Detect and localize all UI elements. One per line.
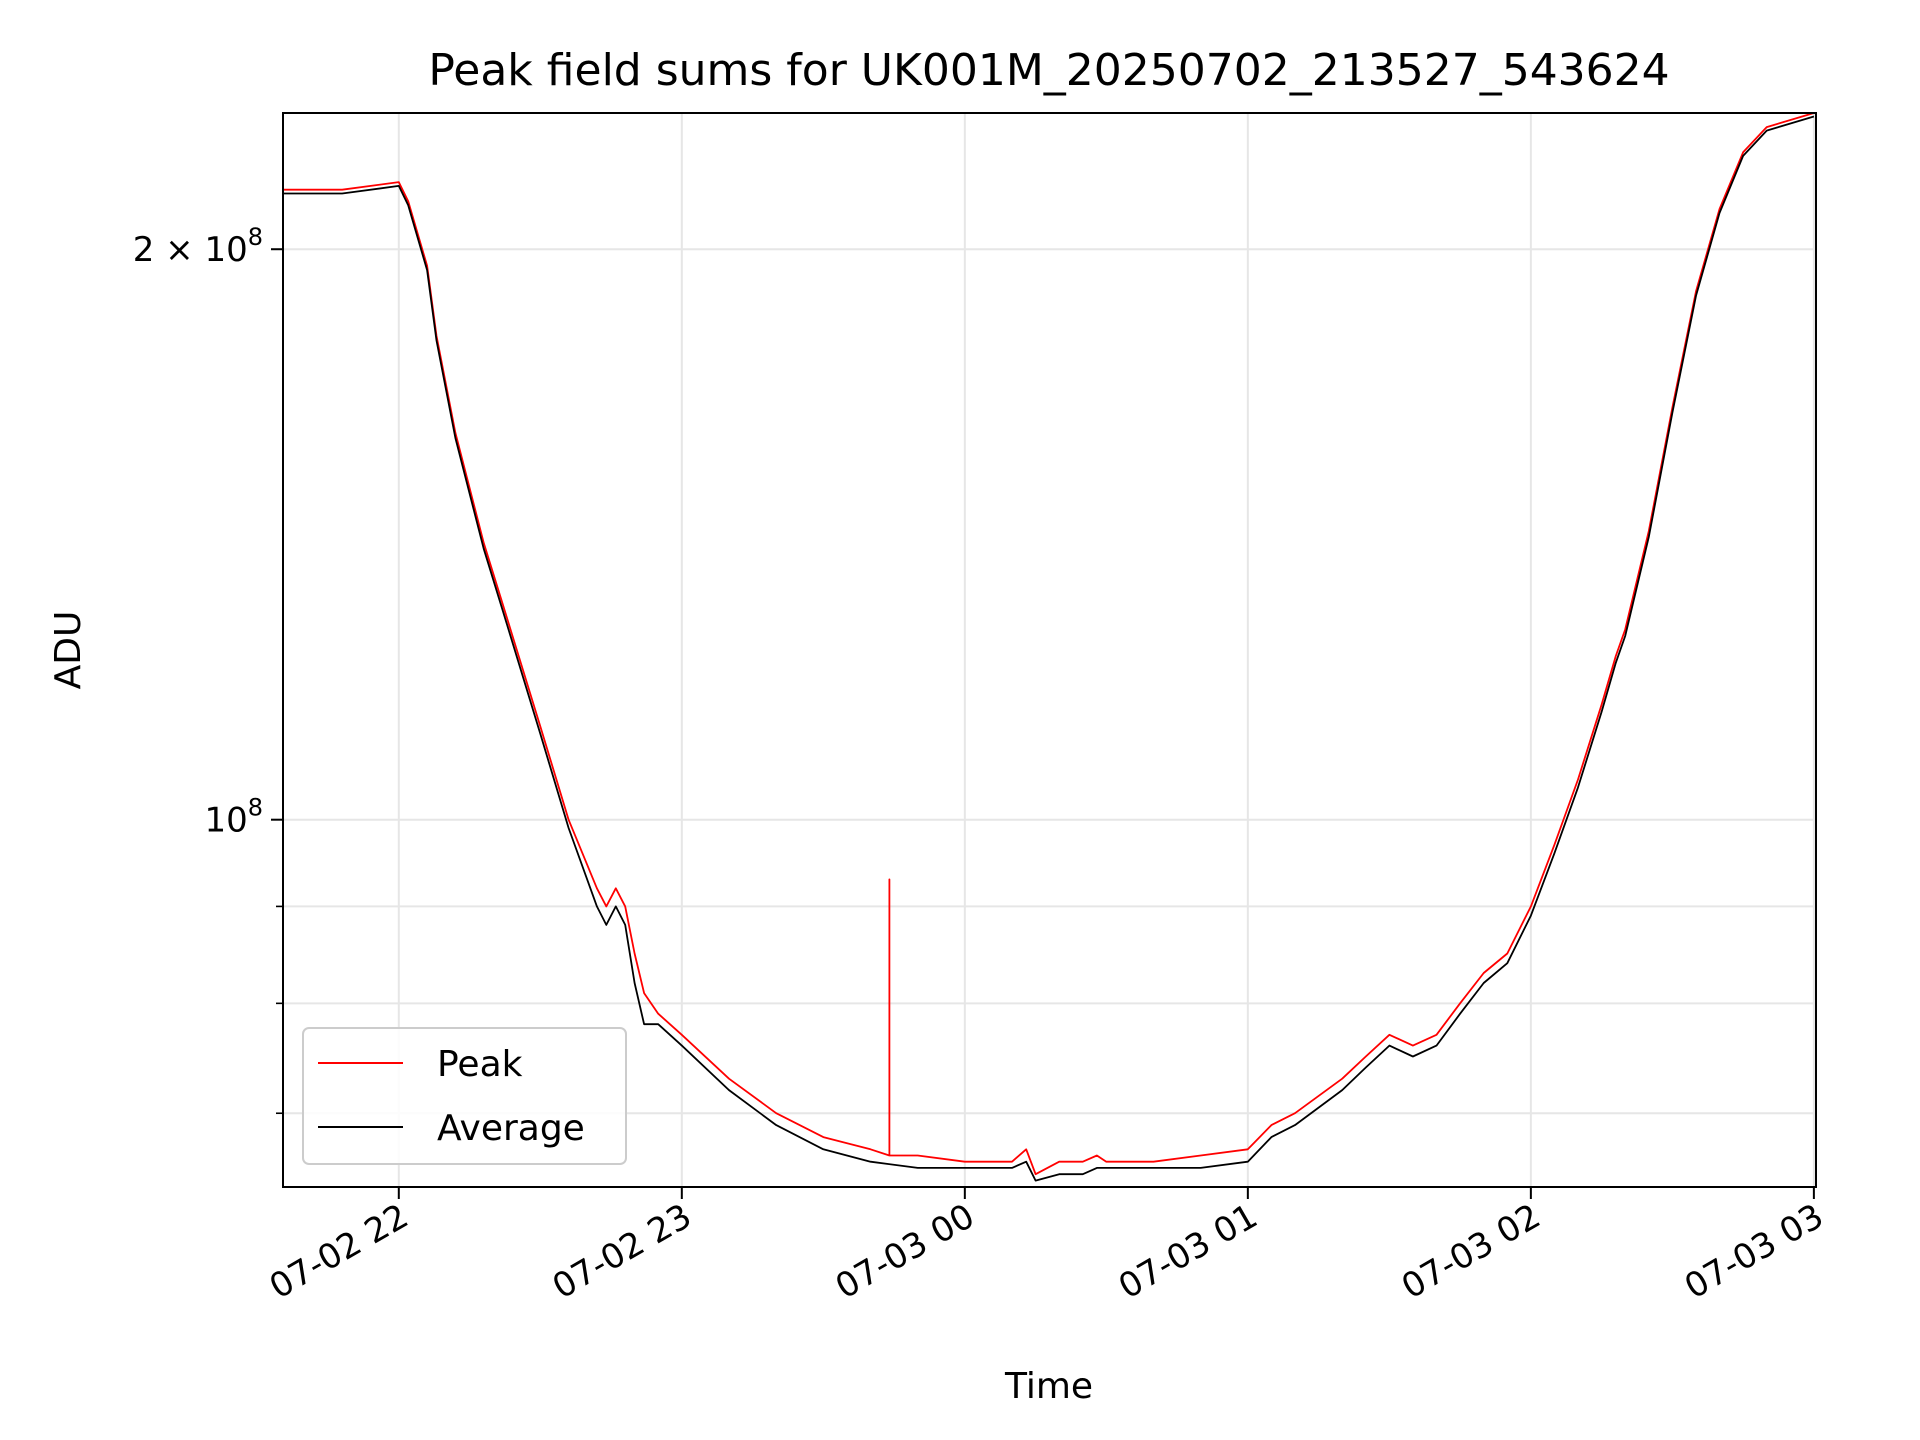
legend-label-peak: Peak — [437, 1044, 523, 1085]
y-tick-label: 2 × 108 — [133, 223, 263, 270]
y-tick-label: 108 — [204, 794, 263, 841]
legend-label-average: Average — [437, 1108, 585, 1149]
chart-title: Peak field sums for UK001M_20250702_2135… — [428, 45, 1669, 96]
x-tick-label: 07-03 01 — [1112, 1196, 1264, 1307]
x-tick-label: 07-03 02 — [1395, 1196, 1547, 1307]
series-layer — [283, 112, 1815, 1182]
series-line-peak — [283, 112, 1815, 1176]
legend: Peak Average — [302, 1027, 627, 1165]
series-line-average — [283, 115, 1815, 1182]
x-tick-label: 07-03 00 — [829, 1196, 981, 1307]
x-tick-label: 07-02 23 — [546, 1196, 698, 1307]
grid-layer — [283, 113, 1816, 1187]
y-axis-label: ADU — [48, 611, 89, 690]
x-tick-label: 07-03 03 — [1678, 1196, 1830, 1307]
x-tick-label: 07-02 22 — [263, 1196, 415, 1307]
x-axis-label: Time — [1004, 1366, 1093, 1407]
plot-frame — [282, 112, 1817, 1188]
